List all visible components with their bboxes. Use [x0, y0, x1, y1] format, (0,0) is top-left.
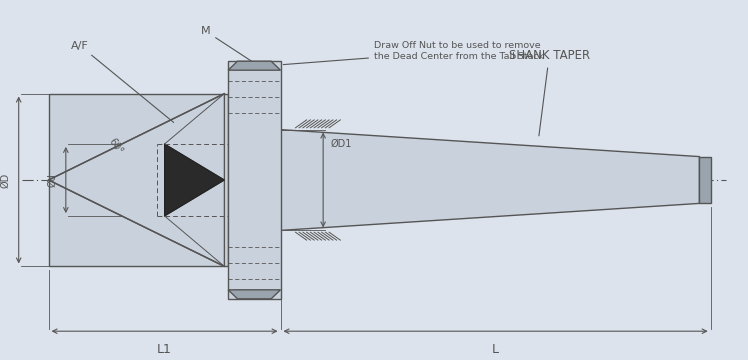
Bar	[49, 94, 228, 266]
Bar	[228, 61, 280, 299]
Text: M: M	[201, 26, 252, 62]
Text: ØD1: ØD1	[331, 139, 352, 149]
Text: 60°: 60°	[107, 136, 125, 156]
Text: Ød: Ød	[47, 173, 58, 187]
Text: A/F: A/F	[71, 41, 174, 122]
Polygon shape	[228, 61, 280, 70]
Text: L1: L1	[157, 343, 172, 356]
Text: Draw Off Nut to be used to remove
the Dead Center from the Tail Stock: Draw Off Nut to be used to remove the De…	[283, 41, 544, 64]
Polygon shape	[165, 144, 224, 216]
Polygon shape	[228, 290, 280, 299]
Polygon shape	[280, 130, 699, 230]
Text: L: L	[492, 343, 499, 356]
Text: ØD: ØD	[0, 172, 10, 188]
Bar	[699, 157, 711, 203]
Text: SHANK TAPER: SHANK TAPER	[509, 49, 589, 136]
Polygon shape	[49, 94, 224, 266]
